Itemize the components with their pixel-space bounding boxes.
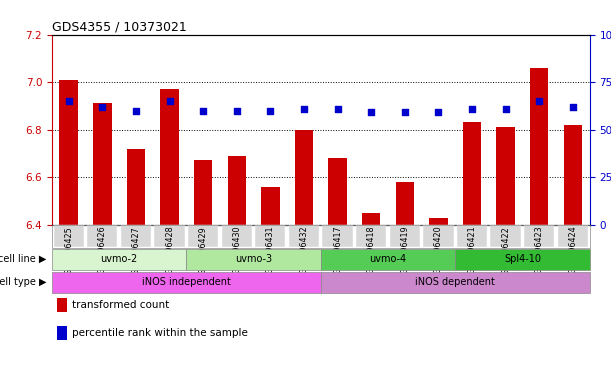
Bar — [57, 298, 67, 312]
Text: GDS4355 / 10373021: GDS4355 / 10373021 — [52, 20, 187, 33]
Text: GSM796420: GSM796420 — [434, 226, 443, 275]
Text: GSM796426: GSM796426 — [98, 226, 107, 275]
Text: uvmo-4: uvmo-4 — [370, 254, 406, 264]
Text: iNOS dependent: iNOS dependent — [415, 277, 495, 287]
Text: cell type ▶: cell type ▶ — [0, 277, 46, 287]
Point — [98, 104, 108, 110]
Text: percentile rank within the sample: percentile rank within the sample — [72, 328, 248, 338]
FancyBboxPatch shape — [455, 249, 590, 270]
Point — [333, 106, 343, 112]
Point — [467, 106, 477, 112]
Text: uvmo-3: uvmo-3 — [235, 254, 272, 264]
FancyBboxPatch shape — [222, 225, 252, 247]
FancyBboxPatch shape — [390, 225, 420, 247]
Bar — [261, 187, 280, 225]
Point — [199, 108, 208, 114]
Text: GSM796427: GSM796427 — [131, 226, 141, 275]
FancyBboxPatch shape — [186, 249, 321, 270]
FancyBboxPatch shape — [558, 225, 588, 247]
Text: cell line ▶: cell line ▶ — [0, 254, 46, 264]
Text: GSM796425: GSM796425 — [64, 226, 73, 275]
Bar — [395, 182, 414, 225]
Bar — [93, 103, 112, 225]
Point — [367, 109, 376, 116]
Bar — [295, 130, 313, 225]
FancyBboxPatch shape — [457, 225, 487, 247]
Text: GSM796430: GSM796430 — [232, 226, 241, 274]
Point — [64, 98, 74, 104]
Bar — [59, 80, 78, 225]
Bar — [126, 149, 145, 225]
FancyBboxPatch shape — [52, 272, 321, 293]
Text: GSM796429: GSM796429 — [199, 226, 208, 275]
Bar — [496, 127, 515, 225]
FancyBboxPatch shape — [87, 225, 117, 247]
Text: GSM796432: GSM796432 — [299, 226, 309, 275]
FancyBboxPatch shape — [356, 225, 386, 247]
FancyBboxPatch shape — [524, 225, 554, 247]
Bar — [429, 217, 448, 225]
Bar — [328, 158, 347, 225]
Bar — [362, 213, 381, 225]
FancyBboxPatch shape — [321, 272, 590, 293]
Bar — [227, 156, 246, 225]
FancyBboxPatch shape — [52, 249, 186, 270]
Point — [400, 109, 410, 116]
Bar — [563, 125, 582, 225]
Point — [266, 108, 276, 114]
Bar — [530, 68, 549, 225]
Text: iNOS independent: iNOS independent — [142, 277, 231, 287]
FancyBboxPatch shape — [255, 225, 285, 247]
Text: GSM796428: GSM796428 — [165, 226, 174, 275]
FancyBboxPatch shape — [155, 225, 185, 247]
Point — [232, 108, 242, 114]
Text: GSM796423: GSM796423 — [535, 226, 544, 275]
Text: GSM796417: GSM796417 — [333, 226, 342, 275]
Text: Spl4-10: Spl4-10 — [504, 254, 541, 264]
Point — [299, 106, 309, 112]
FancyBboxPatch shape — [323, 225, 353, 247]
Point — [568, 104, 578, 110]
Text: GSM796424: GSM796424 — [568, 226, 577, 275]
Point — [501, 106, 511, 112]
Point — [131, 108, 141, 114]
FancyBboxPatch shape — [289, 225, 319, 247]
Point — [165, 98, 175, 104]
Bar — [160, 89, 179, 225]
FancyBboxPatch shape — [121, 225, 151, 247]
Point — [534, 98, 544, 104]
Text: GSM796421: GSM796421 — [467, 226, 477, 275]
Text: uvmo-2: uvmo-2 — [101, 254, 137, 264]
Text: GSM796419: GSM796419 — [400, 226, 409, 275]
Text: GSM796418: GSM796418 — [367, 226, 376, 274]
Text: transformed count: transformed count — [72, 300, 170, 310]
FancyBboxPatch shape — [54, 225, 84, 247]
FancyBboxPatch shape — [188, 225, 218, 247]
Text: GSM796431: GSM796431 — [266, 226, 275, 274]
Text: GSM796422: GSM796422 — [501, 226, 510, 275]
FancyBboxPatch shape — [321, 249, 455, 270]
Point — [434, 109, 444, 116]
FancyBboxPatch shape — [491, 225, 521, 247]
Bar — [57, 326, 67, 340]
Bar — [194, 161, 213, 225]
Bar — [463, 122, 481, 225]
FancyBboxPatch shape — [423, 225, 453, 247]
